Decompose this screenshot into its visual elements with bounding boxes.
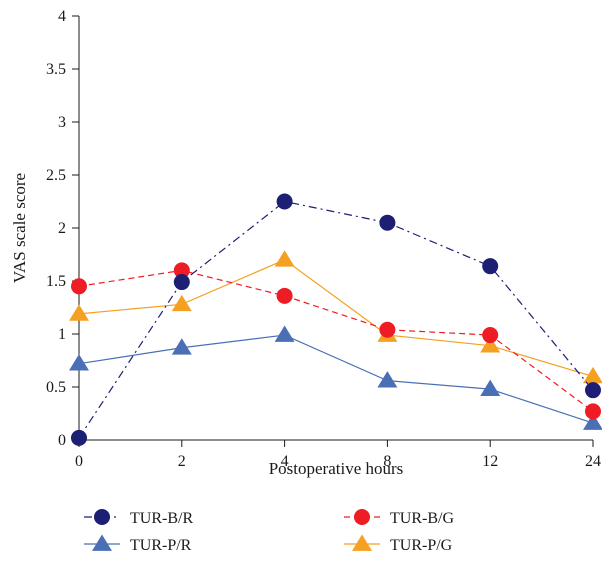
legend-label: TUR-B/G	[390, 510, 454, 527]
x-axis-label: Postoperative hours	[269, 459, 404, 478]
legend: TUR-B/R TUR-B/G TUR-P/R TUR-P/G	[84, 509, 454, 554]
plot-frame	[78, 16, 593, 441]
y-tick-label: 3.5	[46, 61, 66, 78]
data-point	[274, 250, 295, 267]
data-point	[585, 403, 601, 420]
legend-label: TUR-P/R	[130, 537, 192, 554]
series-tur-b-r	[71, 193, 601, 446]
data-point	[480, 336, 501, 353]
series-line	[78, 269, 594, 412]
x-axis-ticks: 0 2 4 8 12 24	[75, 440, 601, 470]
legend-label: TUR-P/G	[390, 537, 453, 554]
data-point	[583, 366, 602, 384]
data-point	[171, 338, 192, 355]
data-point	[71, 278, 87, 295]
legend-marker	[94, 509, 110, 525]
data-point	[69, 354, 89, 371]
x-tick-label: 0	[75, 453, 83, 470]
data-point	[583, 413, 602, 430]
y-tick-label: 2	[58, 220, 66, 237]
data-point	[482, 327, 499, 344]
y-axis-label: VAS scale score	[10, 173, 29, 283]
y-tick-label: 2.5	[46, 167, 66, 184]
x-tick-label: 24	[585, 453, 601, 470]
x-tick-label: 2	[178, 453, 186, 470]
series-line	[78, 259, 594, 377]
data-point	[173, 274, 190, 291]
data-point	[377, 371, 398, 388]
data-point	[173, 262, 190, 279]
y-axis-ticks: 0 0.5 1 1.5 2 2.5 3 3.5 4	[46, 8, 79, 449]
legend-entry: TUR-B/G	[344, 509, 454, 527]
series-tur-p-g	[69, 250, 602, 384]
x-tick-label: 8	[383, 453, 391, 470]
data-point	[482, 258, 499, 275]
legend-entry: TUR-P/R	[84, 534, 192, 554]
y-tick-label: 0.5	[46, 379, 66, 396]
data-point	[276, 287, 293, 304]
legend-entry: TUR-B/R	[84, 509, 193, 527]
x-tick-label: 12	[482, 453, 498, 470]
legend-entry: TUR-P/G	[344, 534, 453, 554]
series-layer	[69, 193, 602, 446]
data-point	[480, 379, 501, 396]
series-tur-b-g	[71, 262, 601, 420]
data-point	[171, 294, 192, 312]
series-tur-p-r	[69, 325, 602, 430]
legend-label: TUR-B/R	[130, 510, 193, 527]
data-point	[69, 304, 89, 321]
data-point	[379, 214, 396, 231]
x-tick-label: 4	[281, 453, 289, 470]
legend-marker	[354, 509, 370, 525]
y-tick-label: 1.5	[46, 273, 66, 290]
series-line	[78, 334, 594, 424]
data-point	[276, 193, 293, 210]
data-point	[585, 382, 601, 399]
legend-marker	[352, 534, 372, 551]
y-tick-label: 4	[58, 8, 66, 25]
y-tick-label: 0	[58, 432, 66, 449]
data-point	[379, 321, 396, 338]
legend-marker	[92, 534, 112, 551]
series-line	[78, 200, 594, 439]
data-point	[71, 429, 87, 446]
y-tick-label: 3	[58, 114, 66, 131]
y-tick-label: 1	[58, 326, 66, 343]
data-point	[274, 325, 295, 342]
